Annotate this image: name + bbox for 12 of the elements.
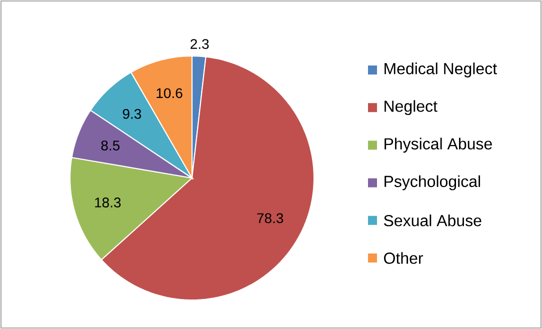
data-label: 2.3 xyxy=(190,39,209,49)
legend-label: Medical Neglect xyxy=(384,62,497,78)
legend-label: Psychological xyxy=(384,175,480,190)
legend-label: Neglect xyxy=(384,100,438,116)
data-label: 8.5 xyxy=(101,140,120,150)
data-label: 10.6 xyxy=(156,88,182,98)
data-label: 18.3 xyxy=(95,198,121,208)
legend-label: Other xyxy=(384,252,424,264)
data-label: 9.3 xyxy=(122,108,142,119)
data-label: 78.3 xyxy=(257,213,284,224)
legend-label: Physical Abuse xyxy=(384,138,492,153)
legend-label: Sexual Abuse xyxy=(384,214,482,226)
